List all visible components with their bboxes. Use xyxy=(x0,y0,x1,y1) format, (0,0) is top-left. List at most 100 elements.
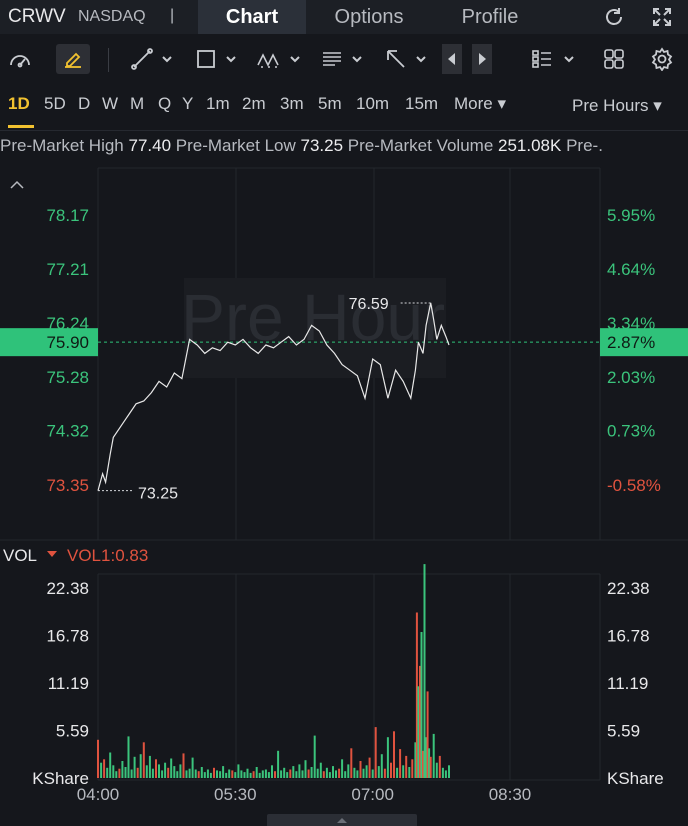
chevron-down-icon: ▾ xyxy=(653,96,662,115)
volume-bar xyxy=(301,770,304,778)
period-selector: 1D 5D D W M Q Y 1m 2m 3m 5m 10m 15m More… xyxy=(0,88,688,122)
period-10m[interactable]: 10m xyxy=(356,94,390,113)
tab-chart[interactable]: Chart xyxy=(198,0,306,34)
volume-bar xyxy=(109,752,112,778)
period-w[interactable]: W xyxy=(102,94,119,113)
more-periods-menu[interactable]: More ▾ xyxy=(454,94,506,114)
period-2m[interactable]: 2m xyxy=(242,94,266,113)
volume-bar xyxy=(408,767,411,778)
volume-bar xyxy=(441,767,444,778)
arrow-tool-icon[interactable] xyxy=(384,44,430,74)
volume-bar xyxy=(103,759,106,778)
volume-axis-tick-left: 11.19 xyxy=(48,674,89,693)
watermark-backdrop xyxy=(184,278,446,378)
volume-bar xyxy=(194,769,197,778)
premarket-high-label: Pre-Market High xyxy=(0,136,124,155)
volume-bar xyxy=(173,766,176,778)
period-15m[interactable]: 15m xyxy=(405,94,439,113)
price-axis-tick-left: 74.32 xyxy=(46,422,89,441)
volume-bar xyxy=(292,766,295,778)
volume-bar xyxy=(271,765,273,778)
volume-bar xyxy=(167,767,170,778)
volume-bar xyxy=(322,771,325,778)
volume-bar xyxy=(328,772,331,778)
fullscreen-icon[interactable] xyxy=(650,5,674,29)
low-marker-label: 73.25 xyxy=(138,486,178,503)
volume-bar xyxy=(280,770,283,778)
pattern-icon[interactable] xyxy=(256,44,304,74)
text-tool-icon[interactable] xyxy=(320,44,366,74)
volume-bar xyxy=(426,691,429,778)
period-d[interactable]: D xyxy=(78,94,91,113)
panel-resize-handle[interactable] xyxy=(267,814,417,826)
period-1m[interactable]: 1m xyxy=(206,94,230,113)
ticker-symbol: CRWV xyxy=(8,6,66,27)
volume-bar xyxy=(399,749,402,778)
volume-bar xyxy=(353,767,356,778)
volume-bar xyxy=(347,764,350,778)
volume-bar xyxy=(344,771,347,778)
scroll-left-icon[interactable] xyxy=(442,44,462,74)
volume-bar xyxy=(335,770,337,778)
volume-bar xyxy=(295,771,298,778)
period-y[interactable]: Y xyxy=(182,94,194,113)
price-axis-tick-left: 78.17 xyxy=(46,206,89,225)
volume-bar xyxy=(289,769,292,778)
volume-bar xyxy=(402,765,405,778)
volume-bar xyxy=(423,564,426,778)
grid-icon[interactable] xyxy=(602,44,628,74)
period-1d[interactable]: 1D xyxy=(8,94,30,113)
volume-bar xyxy=(264,769,267,778)
price-axis-tick-left: 77.21 xyxy=(46,260,89,279)
volume-bar xyxy=(316,768,319,778)
settings-icon[interactable] xyxy=(650,44,676,74)
chevron-down-icon[interactable] xyxy=(47,551,57,557)
watermark-text: Pre Hour xyxy=(181,280,445,354)
refresh-icon[interactable] xyxy=(602,5,626,29)
trendline-icon[interactable] xyxy=(130,44,176,74)
volume-bar xyxy=(438,755,441,778)
rectangle-icon[interactable] xyxy=(194,44,240,74)
volume-bar xyxy=(341,759,344,778)
collapse-chevron-icon[interactable] xyxy=(10,180,24,189)
period-3m[interactable]: 3m xyxy=(280,94,304,113)
time-axis-tick: 08:30 xyxy=(489,785,532,804)
period-q[interactable]: Q xyxy=(158,94,172,113)
scroll-right-icon[interactable] xyxy=(472,44,492,74)
volume-bar xyxy=(176,771,179,778)
volume-bar xyxy=(267,772,270,778)
volume-bar xyxy=(243,772,246,778)
volume-bar xyxy=(371,769,374,778)
volume-axis-tick-right: 22.38 xyxy=(607,579,650,598)
volume-bar xyxy=(237,764,240,778)
volume-bar xyxy=(142,742,145,778)
tab-options[interactable]: Options xyxy=(334,6,404,28)
price-axis-tick-right: 3.34% xyxy=(607,314,655,333)
volume-bar xyxy=(133,756,136,778)
exchange-label: NASDAQ xyxy=(78,8,146,25)
period-5d[interactable]: 5D xyxy=(44,94,66,113)
volume-bar xyxy=(362,768,365,778)
current-change-label: 2.87% xyxy=(607,333,655,352)
premarket-high-value: 77.40 xyxy=(128,136,172,155)
drawing-toolbar xyxy=(0,40,688,80)
gauge-icon[interactable] xyxy=(6,44,36,74)
volume-bar xyxy=(365,765,368,778)
period-5m[interactable]: 5m xyxy=(318,94,342,113)
volume-bar xyxy=(164,762,167,778)
volume-bar xyxy=(258,772,261,778)
session-selector[interactable]: Pre Hours ▾ xyxy=(572,96,662,116)
volume-bar xyxy=(216,770,218,778)
price-axis-tick-right: -0.58% xyxy=(607,476,661,495)
volume-bar xyxy=(219,771,222,778)
tab-profile[interactable]: Profile xyxy=(461,6,519,28)
active-period-indicator xyxy=(8,125,34,128)
layout-list-icon[interactable] xyxy=(530,44,578,74)
volume-bar xyxy=(359,761,362,778)
price-axis-tick-right: 2.03% xyxy=(607,368,655,387)
volume-bar xyxy=(432,733,435,778)
period-m[interactable]: M xyxy=(130,94,145,113)
pencil-icon[interactable] xyxy=(56,44,90,74)
time-axis-tick: 07:00 xyxy=(351,785,394,804)
